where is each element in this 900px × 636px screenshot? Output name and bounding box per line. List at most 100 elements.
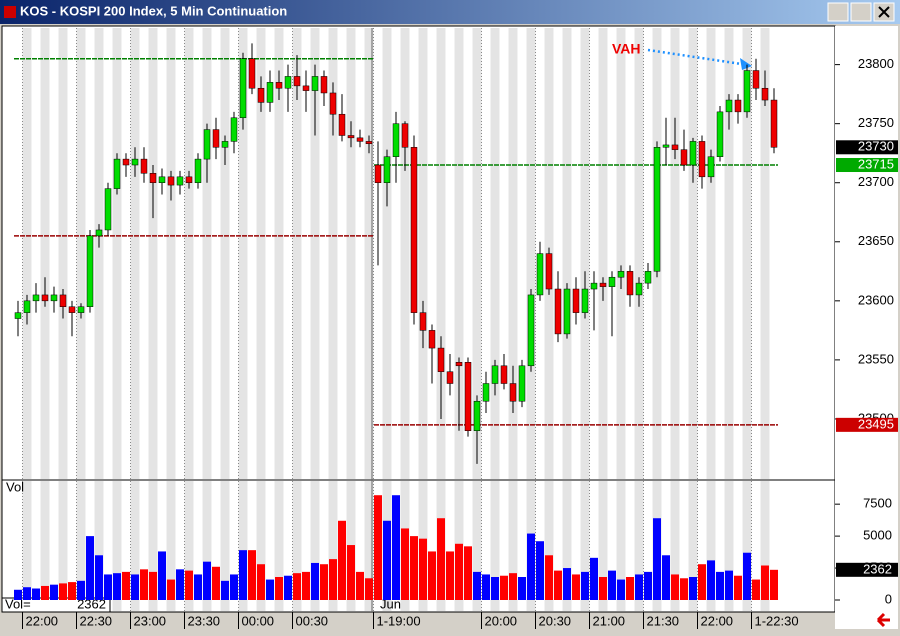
volume-bar <box>131 574 139 600</box>
volume-bar <box>437 518 445 600</box>
stripe <box>202 28 212 479</box>
candle-body <box>473 400 481 432</box>
candle-body <box>113 158 121 189</box>
candle-body <box>185 176 193 183</box>
volume-bar <box>239 550 247 600</box>
volume-bar <box>734 575 742 600</box>
candle-body <box>383 156 391 183</box>
volume-bar <box>698 564 706 600</box>
stripe <box>328 28 338 479</box>
candle-body <box>329 92 337 115</box>
candle-body <box>302 85 310 91</box>
candle-body <box>122 158 130 166</box>
candle-body <box>536 253 544 296</box>
volume-bar <box>230 574 238 600</box>
stripe <box>580 28 590 479</box>
volume-bar <box>725 570 733 600</box>
candle-body <box>617 271 625 278</box>
scroll-arrow[interactable] <box>876 612 890 628</box>
minimize-button[interactable] <box>827 2 849 22</box>
candle-body <box>419 312 427 331</box>
volume-bar <box>212 566 220 600</box>
volume-bar <box>149 571 157 600</box>
stripe <box>760 28 770 479</box>
stripe <box>598 28 608 479</box>
candle-body <box>32 294 40 302</box>
stripe <box>94 28 104 479</box>
volume-bar <box>194 574 202 600</box>
stripe <box>760 481 770 611</box>
candle-body <box>311 76 319 91</box>
candle-body <box>446 371 454 384</box>
candle-body <box>725 99 733 113</box>
candle-body <box>149 173 157 183</box>
x-tick-label: 20:00 <box>485 613 518 628</box>
stripe <box>130 28 140 479</box>
candle-body <box>734 99 742 113</box>
stripe <box>238 28 248 479</box>
volume-bar <box>617 579 625 600</box>
stripe <box>166 28 176 479</box>
volume-bar <box>410 536 418 600</box>
candle-body <box>410 147 418 313</box>
volume-bar <box>347 545 355 600</box>
vol-tick-label: 7500 <box>863 496 892 511</box>
volume-bar <box>365 578 373 600</box>
candle-body <box>95 229 103 237</box>
candle-body <box>257 87 265 103</box>
volume-bar <box>473 571 481 600</box>
volume-bar <box>320 564 328 600</box>
volume-bar <box>500 575 508 600</box>
stripe <box>310 28 320 479</box>
app-icon <box>4 6 16 18</box>
candle-body <box>500 365 508 384</box>
volume-bar <box>95 555 103 600</box>
stripe <box>202 481 212 611</box>
stripe <box>436 28 446 479</box>
stripe <box>166 481 176 611</box>
volume-bar <box>68 582 76 600</box>
volume-bar <box>374 495 382 600</box>
stripe <box>598 481 608 611</box>
volume-bar <box>482 574 490 600</box>
x-tick-label: 1-19:00 <box>377 613 421 628</box>
stripe <box>58 481 68 611</box>
maximize-button[interactable] <box>850 2 872 22</box>
stripe <box>742 28 752 479</box>
candle-body <box>347 135 355 139</box>
volume-bar <box>680 578 688 600</box>
candle-body <box>293 76 301 87</box>
stripe <box>94 481 104 611</box>
stripe <box>40 28 50 479</box>
candle-body <box>491 365 499 384</box>
candle-body <box>482 383 490 402</box>
stripe <box>256 481 266 611</box>
vol-readout-label: Vol= <box>5 596 31 611</box>
stripe <box>256 28 266 479</box>
vol-pane-label: Vol <box>6 479 24 494</box>
volume-bar <box>536 541 544 600</box>
stripe <box>274 28 284 479</box>
candle-body <box>716 111 724 157</box>
volume-bar <box>167 579 175 600</box>
volume-bar <box>428 551 436 600</box>
stripe <box>688 28 698 479</box>
stripe <box>364 481 374 611</box>
stripe <box>508 28 518 479</box>
y-tick-label: 23550 <box>858 351 894 366</box>
candle-body <box>527 294 535 367</box>
candle-body <box>86 235 94 307</box>
candle-body <box>356 137 364 142</box>
stripe <box>688 481 698 611</box>
stripe <box>580 481 590 611</box>
candle-body <box>392 123 400 157</box>
y-tick-label: 23800 <box>858 56 894 71</box>
candle-body <box>266 82 274 103</box>
stripe <box>112 481 122 611</box>
candle-body <box>689 141 697 166</box>
stripe <box>22 481 32 611</box>
volume-bar <box>392 495 400 600</box>
stripe <box>616 481 626 611</box>
candle-body <box>77 306 85 313</box>
close-icon <box>878 6 890 18</box>
